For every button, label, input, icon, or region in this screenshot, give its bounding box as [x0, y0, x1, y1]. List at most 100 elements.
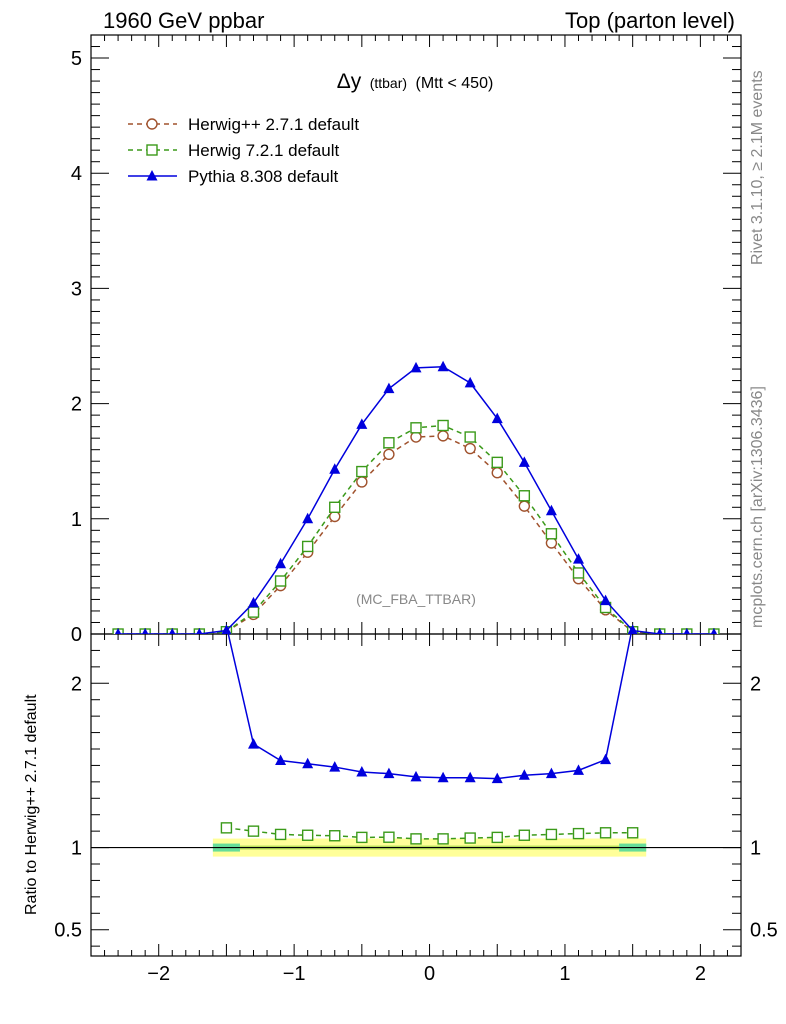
ratio-y-tick-label: 1	[750, 838, 761, 860]
x-tick-label: 2	[695, 963, 706, 985]
data-point	[383, 767, 395, 779]
ratio-y-tick-label: 2	[71, 673, 82, 695]
legend-entry-herwig-7-2-1-default: Herwig 7.2.1 default	[128, 141, 339, 160]
ratio-y-tick-label: 1	[71, 838, 82, 860]
axis-ticks	[90, 34, 742, 956]
x-tick-label: 0	[424, 963, 435, 985]
data-point	[169, 628, 176, 634]
data-point	[437, 360, 449, 372]
data-point	[410, 770, 422, 782]
data-point	[356, 476, 368, 488]
series-pythia-8-308-default	[114, 360, 718, 634]
x-tick-label: −1	[283, 963, 306, 985]
data-point	[683, 628, 690, 634]
data-point	[573, 764, 584, 775]
data-point	[518, 456, 530, 467]
data-point	[383, 831, 395, 843]
ratio-y-tick-label: 2	[750, 673, 761, 695]
data-point	[221, 624, 232, 634]
data-point	[464, 832, 476, 844]
data-point	[491, 772, 503, 784]
data-point	[275, 754, 287, 765]
data-point	[196, 628, 203, 634]
plot-title-symbol: Δy	[337, 70, 362, 93]
legend: Herwig++ 2.7.1 default Herwig 7.2.1 defau…	[128, 115, 359, 186]
y-tick-label: 0	[71, 624, 82, 646]
header-left: 1960 GeV ppbar	[103, 8, 264, 33]
data-point	[464, 376, 476, 388]
data-point	[114, 628, 122, 634]
header-right: Top (parton level)	[565, 8, 735, 33]
series-line	[227, 634, 632, 780]
data-point	[518, 769, 530, 780]
data-point	[301, 540, 314, 553]
data-point	[383, 437, 395, 449]
data-point	[437, 430, 449, 442]
data-point	[491, 412, 503, 424]
data-point	[274, 575, 287, 587]
data-point	[491, 467, 503, 479]
ratio-ylabel: Ratio to Herwig++ 2.7.1 default	[23, 694, 40, 915]
data-point	[410, 422, 422, 434]
data-point	[572, 567, 585, 579]
data-point	[146, 170, 158, 181]
data-point	[656, 628, 663, 634]
y-tick-label: 5	[71, 48, 82, 70]
data-point	[437, 419, 449, 432]
data-point	[518, 490, 531, 502]
data-point	[464, 771, 476, 783]
data-point	[356, 418, 368, 429]
data-point	[626, 827, 639, 839]
axis-tick-labels: −2 −1 0 1 2 0 1 2 3 4 5 0.5 0.5 1 1 2 2	[54, 48, 778, 985]
data-point	[545, 767, 557, 779]
data-point	[437, 833, 449, 845]
rivet-label: Rivet 3.1.10, ≥ 2.1M events	[749, 70, 766, 265]
plot-title-small: (ttbar)	[370, 75, 407, 91]
main-series	[112, 360, 720, 634]
data-point	[600, 594, 612, 606]
x-tick-label: −2	[147, 963, 170, 985]
analysis-watermark: (MC_FBA_TTBAR)	[356, 591, 476, 607]
series-herwig-7-2-1-default	[220, 822, 639, 845]
ratio-frame	[90, 633, 742, 957]
legend-label: Pythia 8.308 default	[188, 167, 339, 186]
data-point	[146, 118, 158, 130]
series-line	[226, 827, 633, 840]
data-point	[329, 830, 341, 842]
y-tick-label: 1	[71, 509, 82, 531]
data-point	[302, 512, 314, 524]
data-point	[545, 504, 557, 516]
data-point	[356, 465, 368, 478]
data-point	[572, 827, 585, 840]
data-point	[383, 382, 395, 394]
plot-title-rest: (Mtt < 450)	[415, 75, 493, 92]
ratio-series	[220, 634, 639, 845]
data-point	[247, 825, 260, 837]
data-point	[627, 624, 638, 634]
data-point	[146, 144, 158, 156]
data-point	[248, 738, 259, 749]
data-point	[329, 463, 341, 474]
data-point	[599, 827, 612, 839]
y-tick-label: 2	[71, 394, 82, 416]
plot-title: Δy (ttbar) (Mtt < 450)	[337, 70, 494, 93]
data-point	[518, 829, 531, 841]
data-point	[437, 771, 449, 783]
data-point	[274, 828, 287, 841]
mcplots-label: mcplots.cern.ch [arXiv:1306.3436]	[749, 386, 766, 628]
data-point	[329, 510, 341, 523]
ratio-y-tick-label: 0.5	[750, 920, 778, 942]
data-point	[464, 431, 476, 443]
data-point	[383, 448, 395, 460]
data-point	[220, 822, 233, 834]
data-point	[491, 831, 503, 844]
data-point	[356, 831, 368, 844]
data-point	[248, 596, 259, 608]
data-point	[410, 361, 422, 373]
data-point	[247, 606, 260, 618]
data-point	[329, 501, 341, 513]
x-tick-label: 1	[559, 963, 570, 985]
y-tick-label: 4	[71, 163, 82, 185]
legend-entry-pythia-8-308-default: Pythia 8.308 default	[128, 167, 339, 186]
